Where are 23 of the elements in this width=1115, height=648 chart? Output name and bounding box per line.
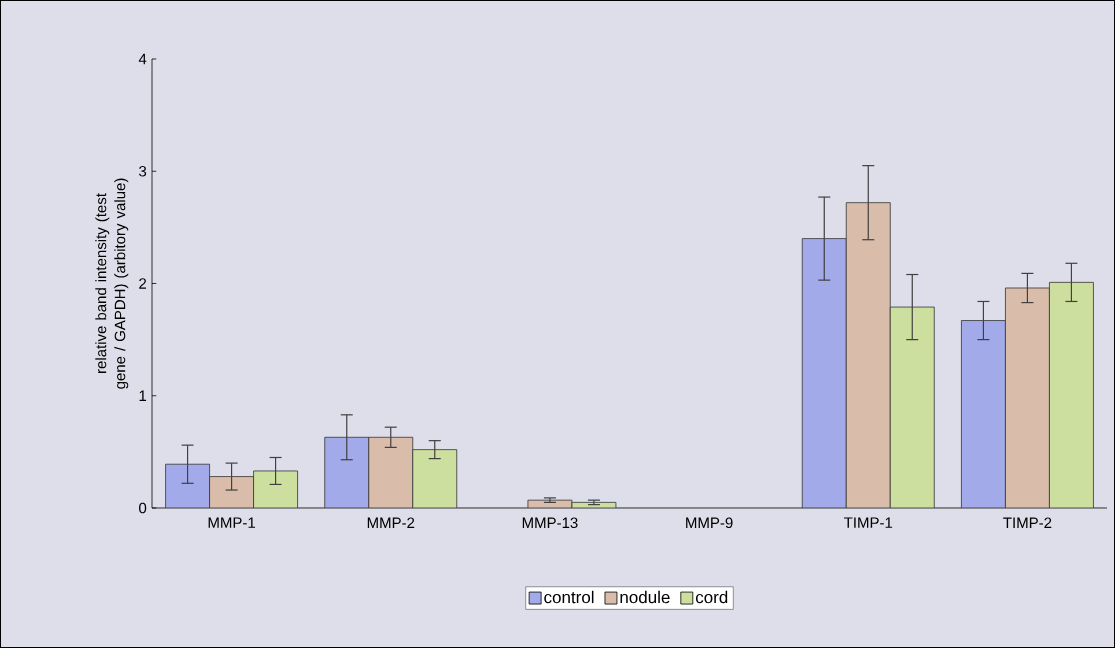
- bar: [801, 238, 847, 508]
- bar: [324, 436, 370, 508]
- y-tick-label: 4: [138, 53, 147, 65]
- legend-label: control: [544, 590, 594, 604]
- x-tick-label: TIMP-2: [1003, 517, 1052, 528]
- x-tick-label: MMP-2: [367, 517, 415, 528]
- bar: [1049, 281, 1094, 508]
- bar: [253, 470, 298, 508]
- bar: [889, 306, 935, 508]
- y-tick-label: 0: [139, 502, 147, 514]
- bar: [165, 463, 210, 508]
- y-tick-label: 2: [139, 278, 147, 289]
- y-tick-label: 1: [139, 390, 147, 401]
- y-tick-label: 3: [139, 165, 147, 177]
- y-axis-title: relative band intensity (test gene / GAPDH) (arbitory value): [95, 178, 129, 389]
- legend-label: nodule: [620, 590, 670, 604]
- x-tick-label: TIMP-1: [844, 517, 893, 528]
- x-tick-label: MMP-9: [686, 517, 733, 529]
- bar: [412, 449, 458, 508]
- bar: [961, 320, 1006, 508]
- x-tick-label: MMP-1: [208, 517, 256, 528]
- legend-label: cord: [695, 590, 728, 604]
- x-tick-label: MMP-13: [522, 517, 578, 529]
